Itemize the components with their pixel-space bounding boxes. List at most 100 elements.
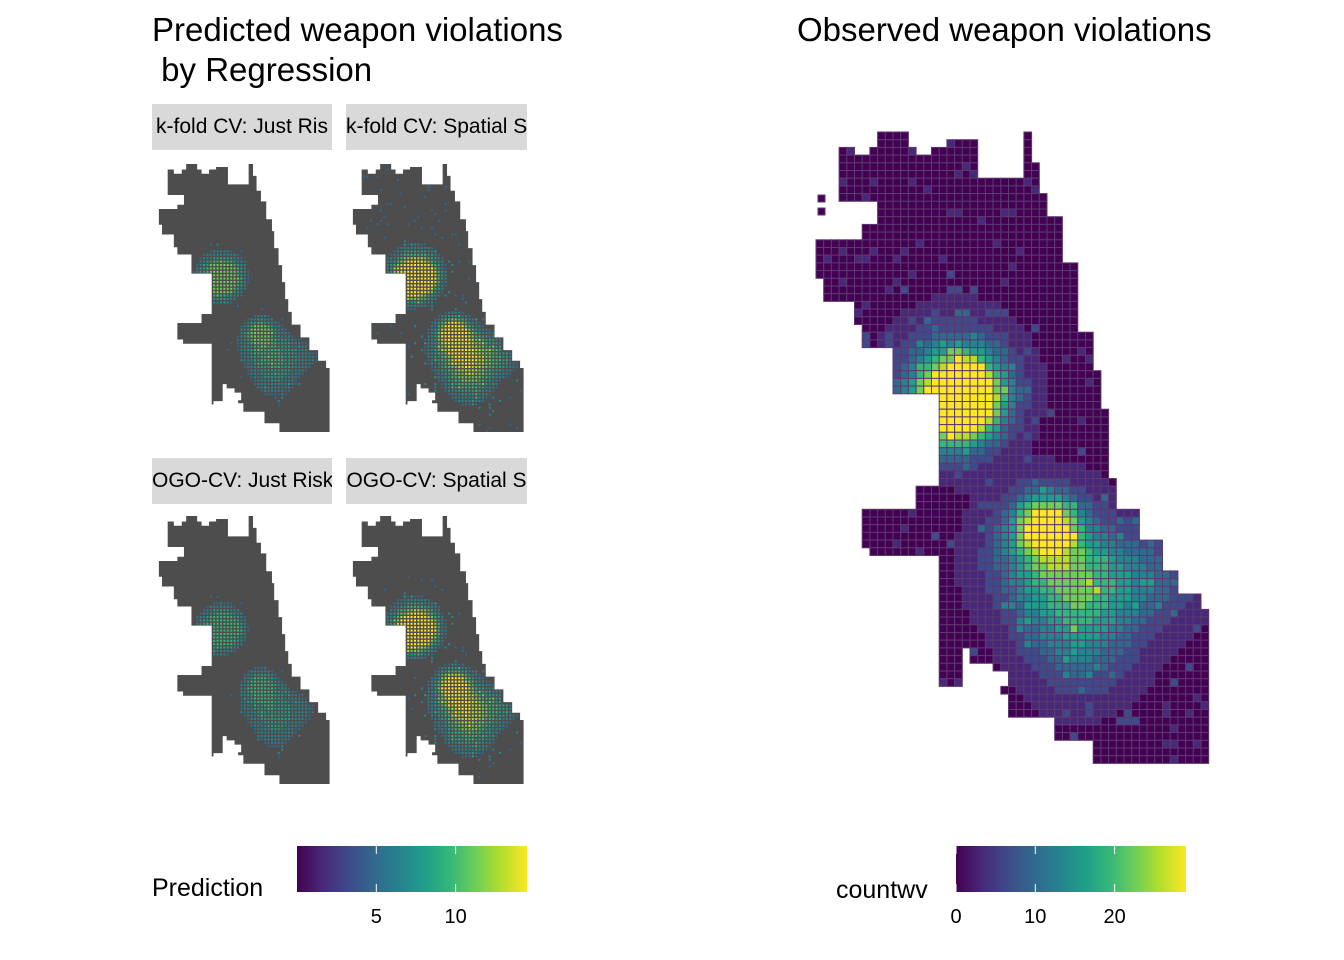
grid-cell [915,516,925,526]
grid-cell [969,146,979,156]
prediction-cell [230,277,233,280]
grid-cell [923,370,933,379]
grid-cell [992,293,1002,302]
prediction-cell [485,328,488,331]
grid-cell [1146,709,1156,718]
grid-cell [984,416,994,426]
prediction-cell [393,605,396,608]
grid-cell [1015,493,1025,503]
grid-cell [1092,593,1102,603]
prediction-cell [216,274,219,277]
prediction-cell [226,605,229,608]
grid-cell [1023,262,1033,272]
prediction-cell [420,267,423,270]
facet-label: OGO-CV: Just Risk [152,469,332,492]
prediction-cell [485,389,488,392]
prediction-cell [434,609,437,612]
grid-cell [884,193,894,202]
prediction-cell [468,325,471,328]
grid-cell [1177,755,1187,764]
prediction-cell [495,697,498,700]
grid-cell [1000,662,1010,672]
grid-cell [1000,601,1010,610]
grid-cell [1061,339,1071,349]
grid-cell [1146,732,1156,741]
prediction-cell [294,728,297,731]
grid-cell [1154,639,1163,649]
grid-cell [961,447,971,456]
prediction-cell [475,718,478,720]
grid-cell [1146,747,1156,757]
prediction-cell [427,284,430,287]
prediction-cell [410,301,413,304]
prediction-cell [441,711,444,714]
prediction-cell [291,704,294,707]
prediction-cell [519,741,522,744]
grid-cell [1000,478,1010,487]
grid-cell [977,485,986,495]
grid-cell [1031,562,1040,572]
prediction-cell [414,656,416,659]
prediction-cell [223,253,226,256]
prediction-cell [431,321,433,324]
prediction-cell [220,616,222,618]
grid-cell [1015,354,1025,364]
prediction-cell [471,332,474,334]
grid-cell [1154,547,1163,556]
prediction-cell [271,680,273,683]
prediction-cell [288,386,290,389]
prediction-cell [250,355,253,358]
grid-cell [877,331,886,341]
prediction-cell [277,680,280,683]
prediction-cell [284,738,287,741]
grid-cell [931,354,940,364]
prediction-cell [420,294,423,297]
grid-cell [1023,170,1033,179]
grid-cell [1031,639,1040,649]
prediction-cell [254,714,256,717]
prediction-cell [458,718,461,720]
prediction-cell [250,704,253,707]
grid-cell [892,377,902,387]
grid-cell [938,316,948,326]
grid-cell [1000,531,1010,541]
grid-cell [1031,239,1040,249]
prediction-cell [420,304,423,307]
grid-cell [1169,593,1179,603]
grid-cell [1077,562,1086,572]
grid-cell [907,239,917,249]
grid-cell [838,162,848,171]
grid-cell [1131,539,1140,549]
prediction-cell [260,667,263,669]
prediction-cell [512,362,515,365]
grid-cell [931,146,940,156]
prediction-cell [451,355,454,358]
prediction-legend-tick: 5 [370,906,382,928]
grid-cell [1154,693,1163,703]
prediction-cell [260,701,263,703]
prediction-cell [250,680,253,683]
prediction-cell [488,403,491,406]
prediction-cell [223,284,226,287]
grid-cell [1069,632,1079,641]
prediction-cell [213,619,216,622]
prediction-cell [206,270,209,273]
prediction-cell [233,274,236,277]
grid-cell [1061,547,1071,556]
prediction-cell [250,369,253,372]
grid-cell [1038,670,1048,680]
grid-cell [1092,732,1102,741]
prediction-cell [267,701,270,703]
prediction-cell [264,372,267,375]
prediction-cell [478,389,481,392]
grid-cell [1154,601,1163,610]
grid-cell [1046,585,1056,595]
prediction-cell [454,308,457,311]
prediction-cell [471,670,474,673]
grid-cell [877,154,886,164]
grid-cell [977,462,986,472]
prediction-cell [247,697,250,700]
prediction-cell [264,389,267,392]
prediction-cell [437,315,440,317]
grid-cell [1046,408,1056,418]
